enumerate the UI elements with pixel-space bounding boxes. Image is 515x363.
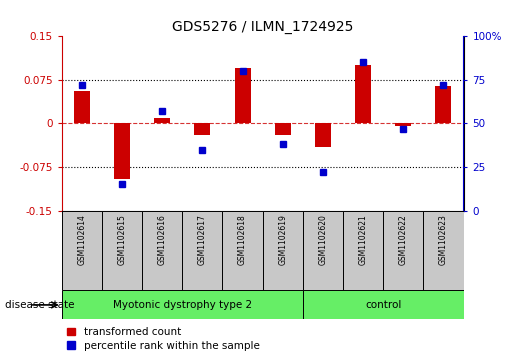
Text: GSM1102623: GSM1102623 [439,215,448,265]
Text: GSM1102616: GSM1102616 [158,215,167,265]
Bar [315,123,331,147]
Bar [423,211,464,290]
Text: GSM1102621: GSM1102621 [358,215,368,265]
Bar [114,123,130,179]
Bar [303,211,343,290]
Bar [435,86,452,123]
Bar [222,211,263,290]
Text: control: control [365,300,401,310]
Text: disease state: disease state [5,300,75,310]
Bar [62,290,303,319]
Bar [343,211,383,290]
Text: GSM1102617: GSM1102617 [198,215,207,265]
Text: Myotonic dystrophy type 2: Myotonic dystrophy type 2 [113,300,252,310]
Text: GSM1102619: GSM1102619 [278,215,287,265]
Bar [182,211,222,290]
Text: GSM1102620: GSM1102620 [318,215,328,265]
Text: GSM1102618: GSM1102618 [238,215,247,265]
Bar [274,123,291,135]
Bar [234,68,251,123]
Text: GSM1102615: GSM1102615 [117,215,127,265]
Bar [303,290,464,319]
Bar [142,211,182,290]
Bar [154,118,170,123]
Legend: transformed count, percentile rank within the sample: transformed count, percentile rank withi… [67,327,260,351]
Bar [62,211,102,290]
Bar [194,123,211,135]
Bar [102,211,142,290]
Text: GSM1102614: GSM1102614 [77,215,87,265]
Bar [383,211,423,290]
Bar [74,91,90,123]
Bar [263,211,303,290]
Bar [395,123,411,126]
Text: GSM1102622: GSM1102622 [399,215,408,265]
Title: GDS5276 / ILMN_1724925: GDS5276 / ILMN_1724925 [172,20,353,34]
Bar [355,65,371,123]
